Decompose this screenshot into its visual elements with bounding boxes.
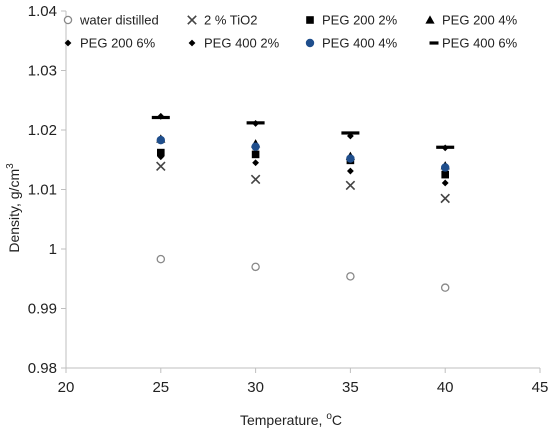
legend-entry: 2 % TiO2	[187, 13, 257, 28]
data-point	[252, 159, 259, 167]
y-tick-label: 0.99	[28, 301, 57, 318]
y-axis-title-text: Density, g/cm	[6, 169, 22, 253]
legend-marker	[64, 39, 72, 47]
data-point	[436, 145, 455, 149]
legend: water distilled 2 % TiO2 PEG 200 2% PEG 200…	[63, 13, 518, 51]
x-tick-label: 30	[247, 379, 264, 396]
series-1	[156, 161, 450, 204]
series-0	[156, 254, 450, 292]
data-point	[441, 179, 449, 187]
legend-entry: water distilled	[63, 13, 159, 28]
legend-marker	[305, 38, 315, 48]
y-tick-label: 1.01	[28, 182, 57, 199]
data-point	[246, 121, 265, 125]
x-tick-label: 25	[152, 379, 169, 396]
legend-label: PEG 200 4%	[442, 13, 518, 28]
y-tick-label: 1	[49, 241, 57, 258]
data-point	[251, 142, 260, 151]
data-point	[440, 283, 450, 292]
data-point	[346, 272, 355, 281]
legend-entry: PEG 400 2%	[188, 36, 280, 51]
data-point	[441, 170, 449, 179]
legend-entry: PEG 400 6%	[429, 36, 518, 51]
data-point	[156, 161, 166, 172]
x-tick-label: 35	[342, 379, 359, 396]
data-point	[151, 115, 170, 120]
y-axis-title: Density, g/cm3	[5, 163, 22, 253]
legend-label: PEG 400 4%	[322, 36, 398, 51]
data-point	[157, 153, 165, 161]
legend-marker	[63, 15, 73, 25]
x-axis-title: Temperature, oC	[240, 411, 342, 428]
x-axis-title-text: Temperature,	[240, 412, 326, 428]
x-tick-label: 45	[532, 379, 549, 396]
data-point	[157, 148, 165, 157]
legend-entry: PEG 200 4%	[425, 13, 518, 28]
series-4	[157, 112, 449, 152]
data-point	[346, 154, 355, 163]
axes-layer	[65, 11, 540, 369]
legend-marker	[425, 15, 435, 24]
series-2	[157, 148, 449, 179]
legend-label: PEG 200 6%	[80, 36, 156, 51]
x-tick-label: 40	[437, 379, 454, 396]
y-axis-title-sup: 3	[5, 163, 16, 169]
legend-label: water distilled	[79, 13, 159, 28]
series-7	[151, 115, 455, 149]
marks-layer	[151, 112, 455, 292]
legend-entry: PEG 200 2%	[306, 13, 398, 28]
data-point	[440, 193, 450, 204]
y-tick-label: 1.03	[28, 63, 57, 80]
series-3	[156, 134, 450, 170]
data-point	[156, 254, 166, 264]
data-point	[156, 135, 165, 145]
y-tick-label: 0.98	[28, 360, 57, 377]
data-point	[251, 150, 260, 159]
data-point	[347, 167, 354, 175]
legend-marker	[187, 15, 197, 25]
legend-entry: PEG 200 6%	[64, 36, 156, 51]
legend-marker	[188, 39, 196, 47]
x-tick-label: 20	[58, 379, 75, 396]
data-point	[341, 131, 360, 135]
legend-label: PEG 400 2%	[204, 36, 280, 51]
legend-label: PEG 400 6%	[442, 36, 518, 51]
series-6	[156, 135, 450, 172]
data-point	[250, 174, 261, 185]
ticks-layer: 20 25 30 35 40 45 0.98 0.99 1 1.01 1.02 1.03 1.04	[28, 3, 549, 396]
series-5	[157, 153, 449, 187]
x-axis-title-unit: C	[332, 412, 342, 428]
data-point	[251, 262, 260, 272]
data-point	[441, 163, 450, 172]
y-tick-label: 1.02	[28, 122, 57, 139]
legend-label: 2 % TiO2	[204, 13, 257, 28]
legend-marker	[429, 41, 439, 45]
legend-label: PEG 200 2%	[322, 13, 398, 28]
y-tick-label: 1.04	[28, 3, 57, 20]
x-axis-title-sup: o	[326, 411, 332, 422]
data-point	[345, 180, 356, 191]
legend-entry: PEG 400 4%	[305, 36, 398, 51]
legend-marker	[306, 16, 314, 24]
